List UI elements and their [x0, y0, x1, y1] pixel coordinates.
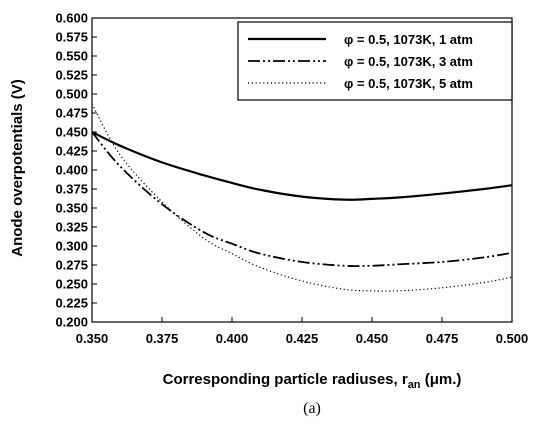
y-tick-label: 0.600 [55, 11, 88, 26]
x-axis-title-main: Corresponding particle radiuses, r [163, 371, 408, 388]
y-tick-label: 0.275 [55, 258, 88, 273]
x-tick-label: 0.450 [356, 331, 389, 346]
y-tick-label: 0.350 [55, 201, 88, 216]
legend-label-1: φ = 0.5, 1073K, 1 atm [344, 32, 473, 47]
y-tick-label: 0.375 [55, 182, 88, 197]
y-tick-label: 0.475 [55, 106, 88, 121]
y-tick-label: 0.450 [55, 125, 88, 140]
legend-label-3: φ = 0.5, 1073K, 5 atm [344, 76, 473, 91]
y-axis-title: Anode overpotentials (V) [9, 79, 26, 257]
series-line-1 [91, 131, 513, 201]
y-tick-label: 0.200 [55, 315, 88, 330]
y-tick-label: 0.250 [55, 277, 88, 292]
x-axis-title-unit: (μm.) [421, 371, 462, 388]
y-tick-label: 0.425 [55, 144, 88, 159]
x-axis-title: Corresponding particle radiuses, ran (μm… [163, 371, 462, 391]
y-tick-label: 0.225 [55, 296, 88, 311]
y-tick-label: 0.500 [55, 87, 88, 102]
y-tick-label: 0.300 [55, 239, 88, 254]
y-tick-label: 0.400 [55, 163, 88, 178]
legend-label-2: φ = 0.5, 1073K, 3 atm [344, 54, 473, 69]
x-tick-label: 0.500 [496, 331, 529, 346]
figure-caption: (a) [303, 400, 321, 417]
y-tick-label: 0.325 [55, 220, 88, 235]
x-tick-label: 0.350 [76, 331, 109, 346]
y-tick-label: 0.575 [55, 30, 88, 45]
x-tick-label: 0.425 [286, 331, 319, 346]
x-tick-label: 0.375 [146, 331, 179, 346]
x-tick-label: 0.400 [216, 331, 249, 346]
y-tick-label: 0.525 [55, 68, 88, 83]
y-tick-label: 0.550 [55, 49, 88, 64]
series-line-2 [91, 131, 513, 268]
x-tick-label: 0.475 [426, 331, 459, 346]
x-axis-title-subscript: an [408, 379, 421, 391]
